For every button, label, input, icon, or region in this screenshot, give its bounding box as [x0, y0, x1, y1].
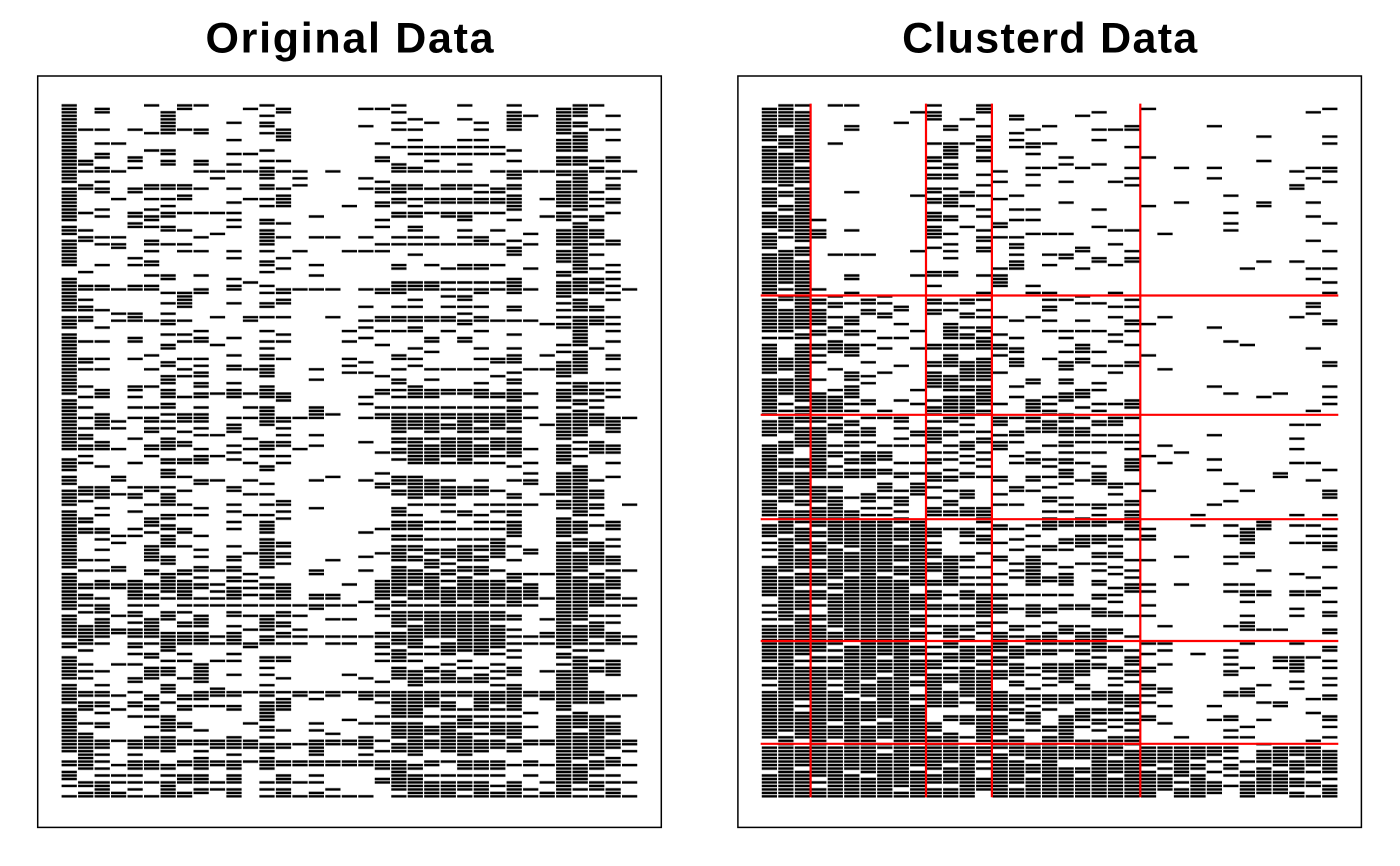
svg-text:Original Data: Original Data [206, 14, 496, 62]
svg-text:Clusterd Data: Clusterd Data [902, 14, 1198, 62]
